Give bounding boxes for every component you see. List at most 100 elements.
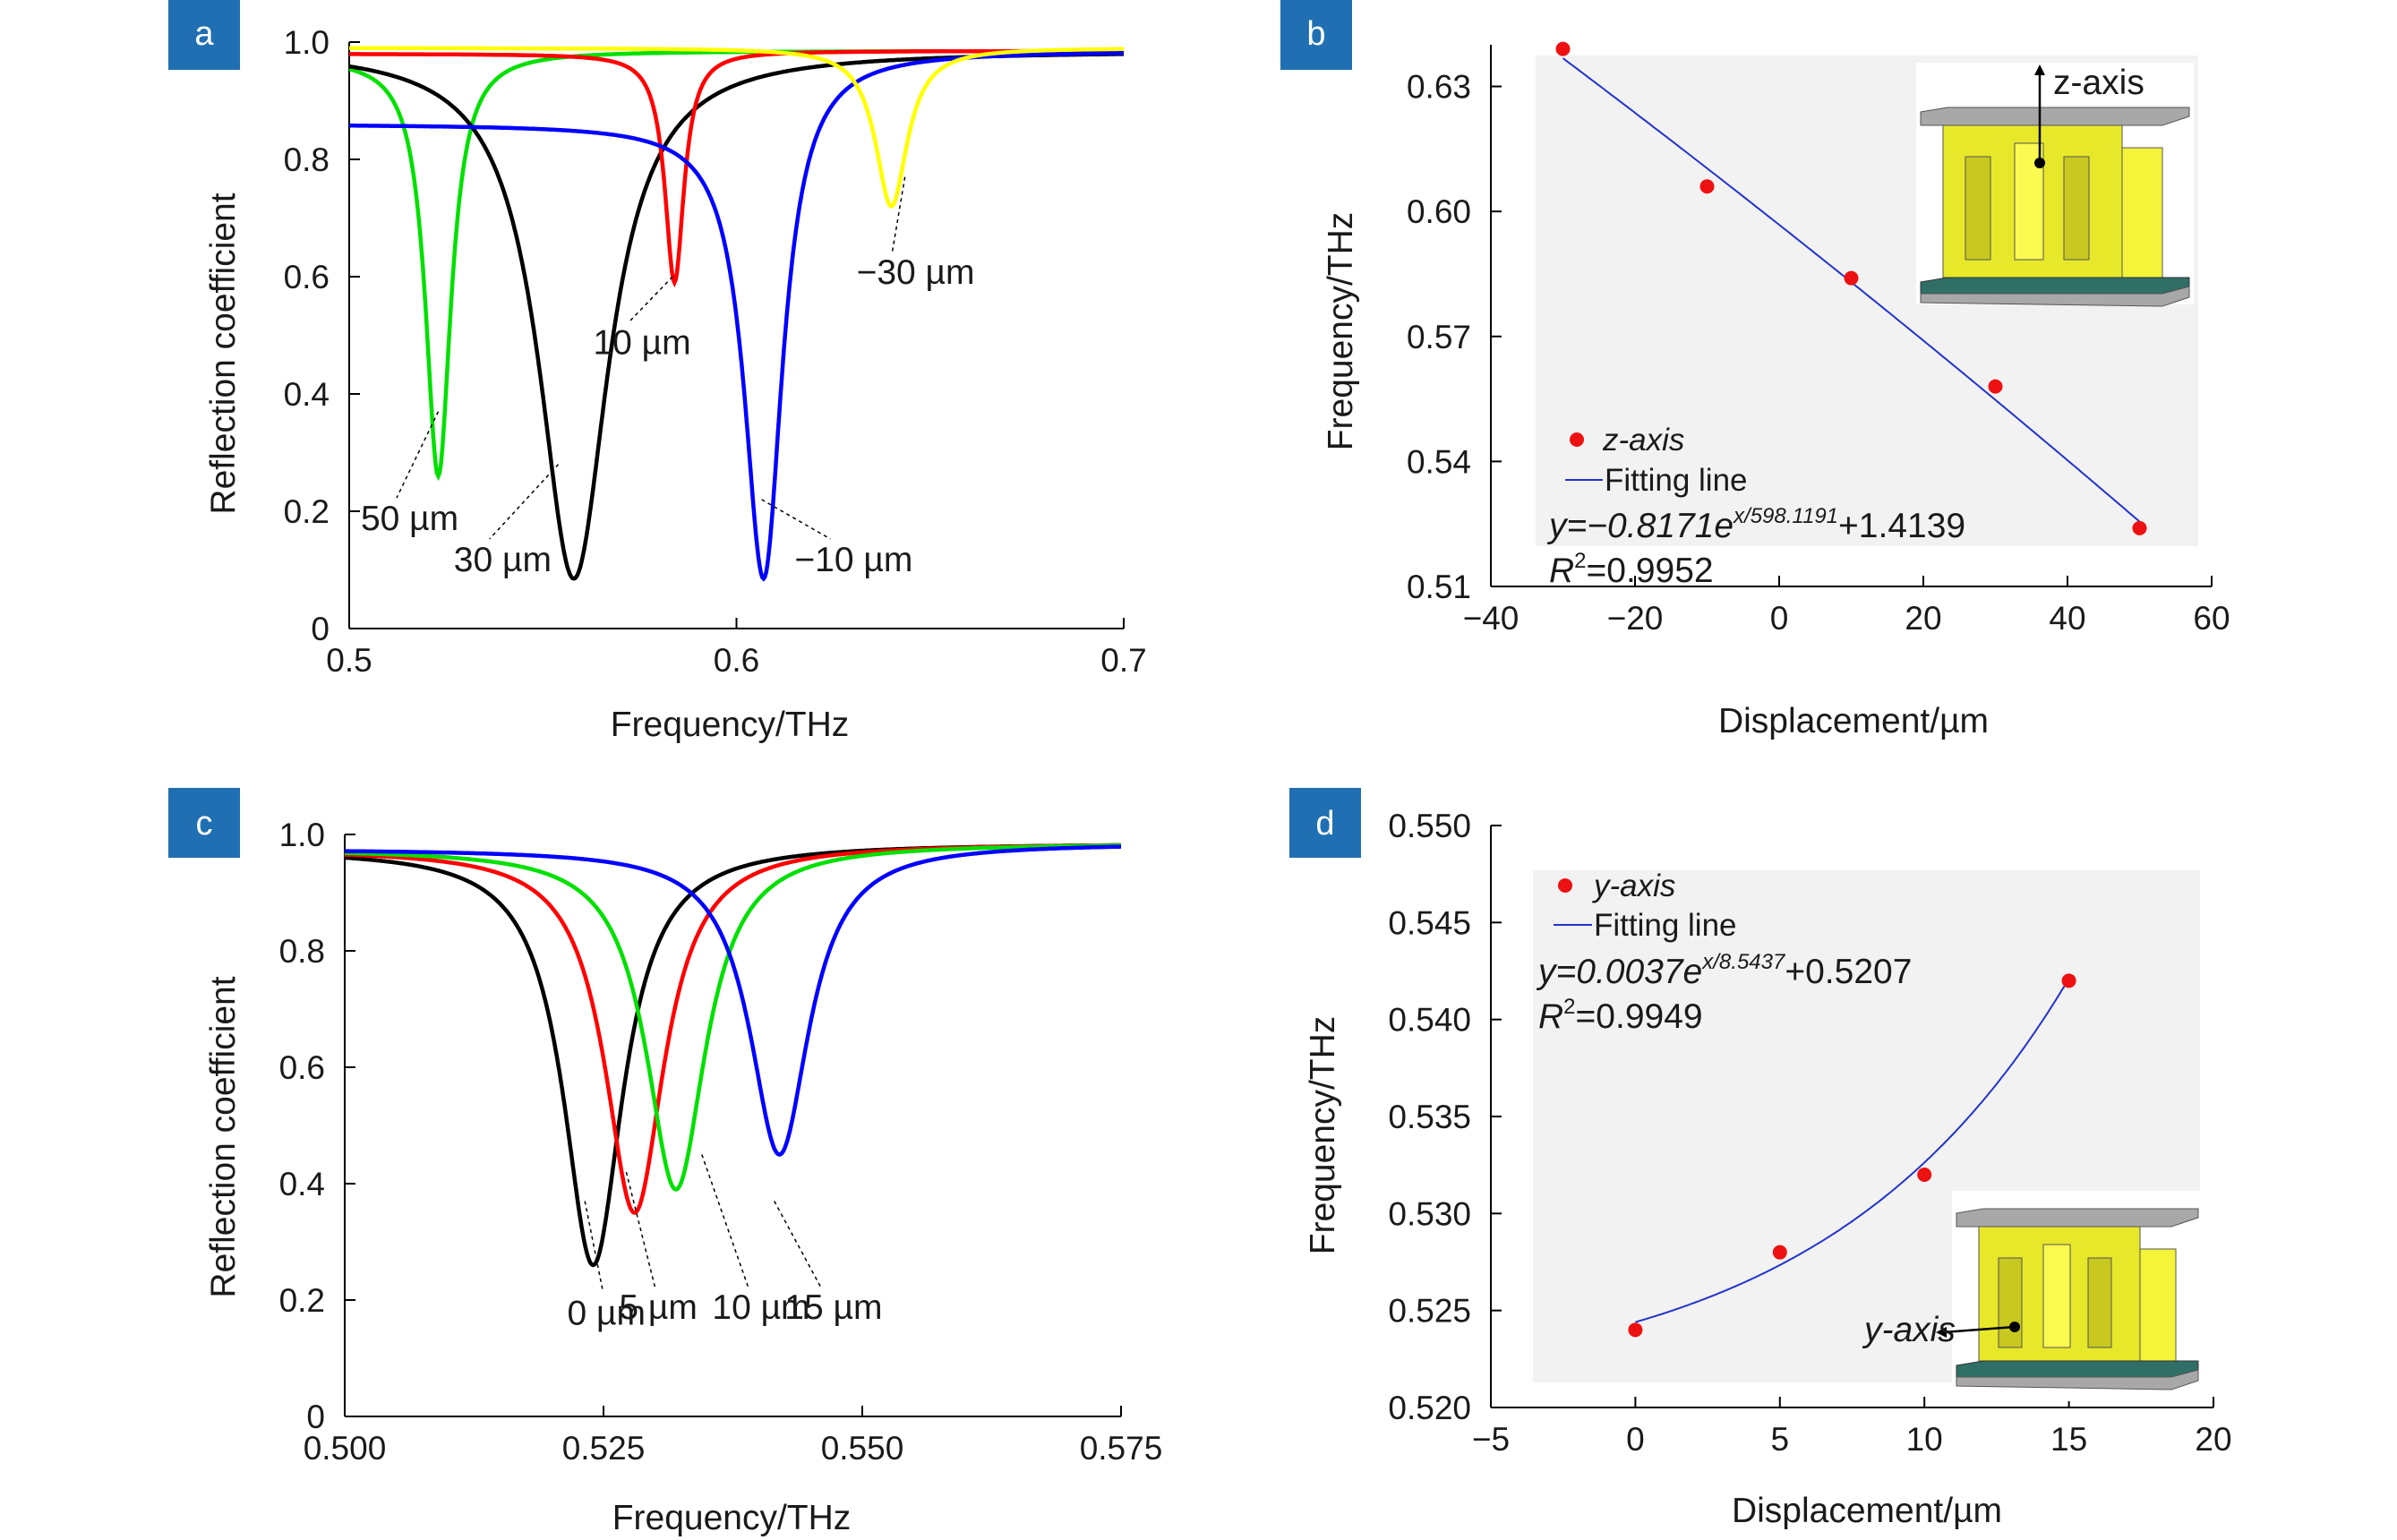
- y-tick-label: 0.4: [279, 1166, 325, 1202]
- y-tick-label: 0.60: [1407, 193, 1471, 230]
- panel-d-xlabel: Displacement/µm: [1732, 1492, 2002, 1530]
- series-line-0: [348, 48, 1124, 482]
- x-tick-label: 15: [2050, 1421, 2087, 1458]
- x-tick-label: 0.6: [714, 642, 759, 679]
- panel-d-legend-line: Fitting line: [1594, 908, 1737, 943]
- panel-b-eq-prefix: y=−0.8171e: [1546, 507, 1734, 545]
- y-tick-label: 0.54: [1407, 443, 1471, 480]
- y-tick-label: 0.2: [284, 493, 330, 530]
- series-line-2: [349, 48, 1124, 288]
- panel-b-equation: y=−0.8171ex/598.1191+1.4139: [1546, 504, 1965, 545]
- y-tick-label: 0.8: [284, 141, 330, 178]
- panel-a-ylabel: Reflection coefficient: [204, 192, 243, 514]
- panel-b-legend-points: z-axis: [1602, 423, 1684, 458]
- panel-c-badge-label: c: [196, 805, 213, 843]
- y-tick-label: 0: [306, 1399, 325, 1435]
- y-tick-label: 0.8: [279, 933, 325, 970]
- series-line-4: [349, 46, 1124, 209]
- x-tick-label: 0: [1770, 600, 1789, 637]
- panel-a-xlabel: Frequency/THz: [611, 706, 850, 744]
- series-line-3: [345, 844, 1121, 1157]
- panel-b-legend-marker: [1570, 432, 1584, 447]
- data-point: [2132, 520, 2147, 535]
- data-point: [2061, 973, 2076, 988]
- x-tick-label: 0.7: [1100, 642, 1146, 679]
- panel-c-xlabel: Frequency/THz: [612, 1499, 852, 1537]
- y-tick-label: 0.6: [279, 1049, 325, 1086]
- annotation-label: 10 µm: [712, 1288, 809, 1327]
- data-point: [1772, 1245, 1787, 1260]
- annotation-leader: [701, 1154, 749, 1288]
- y-tick-label: 0.550: [1388, 808, 1471, 844]
- annotation-leader: [584, 1201, 604, 1293]
- panel-d-legend-points: y-axis: [1592, 868, 1675, 903]
- panel-b-xlabel: Displacement/µm: [1718, 702, 1989, 740]
- panel-d-legend: y-axis Fitting line: [1554, 868, 1737, 943]
- panel-b-eq-suffix: +1.4139: [1838, 507, 1965, 545]
- panel-b-r2-sup: 2: [1574, 549, 1586, 573]
- panel-d: d −5 0 5 10 15 20 0.520 0.525 0.530 0.535 0.540 0.5…: [1289, 788, 2232, 1530]
- panel-d-badge: [1289, 788, 1361, 858]
- annotation-label: 15 µm: [784, 1288, 882, 1327]
- panel-d-eq-suffix: +0.5207: [1785, 953, 1912, 991]
- y-tick-label: 0.4: [284, 376, 330, 413]
- y-tick-label: 0.57: [1407, 319, 1471, 355]
- series-line-2: [344, 843, 1121, 1192]
- annotation-leader: [396, 411, 440, 499]
- series-line-1: [344, 843, 1121, 1215]
- panel-d-eq-exp: x/8.5437: [1701, 950, 1786, 974]
- panel-b-legend: z-axis Fitting line: [1565, 423, 1748, 498]
- panel-b-ylabel: Frequency/THz: [1322, 212, 1360, 451]
- panel-b-eq-exp: x/598.1191: [1733, 504, 1838, 528]
- annotation-leader: [761, 499, 831, 540]
- panel-b-badge: [1280, 0, 1352, 70]
- panel-b-inset-label: z-axis: [2053, 64, 2144, 102]
- x-tick-label: 20: [1905, 600, 1941, 637]
- y-tick-label: 0: [311, 611, 330, 647]
- x-tick-label: 5: [1771, 1421, 1790, 1458]
- panel-d-r2-value: =0.9949: [1576, 997, 1703, 1036]
- panel-d-inset-label: y-axis: [1862, 1311, 1956, 1349]
- x-tick-label: 10: [1906, 1421, 1943, 1458]
- y-tick-label: 1.0: [279, 817, 325, 853]
- panel-c-ylabel: Reflection coefficient: [204, 976, 243, 1297]
- panel-c: c 0.500 0.525 0.550 0.575 0 0.2 0.4 0.6 0.8 1.0 0 …: [168, 788, 1162, 1537]
- panel-a-badge: [168, 0, 240, 70]
- panel-b-r2-label: R: [1549, 552, 1574, 590]
- panel-d-legend-marker: [1558, 878, 1572, 893]
- y-tick-label: 0.535: [1388, 1099, 1471, 1135]
- x-tick-label: −5: [1472, 1421, 1510, 1458]
- panel-b: b −40 −20 0 20 40 60 0.51 0.54 0.57 0.60 0.63 Disp…: [1280, 0, 2230, 740]
- panel-c-badge: [168, 788, 240, 858]
- panel-d-r2-sup: 2: [1563, 995, 1575, 1019]
- series-line-0: [344, 843, 1121, 1268]
- panel-d-badge-label: d: [1315, 805, 1334, 843]
- annotation-leader: [774, 1201, 821, 1288]
- panel-d-r2-label: R: [1538, 997, 1563, 1036]
- x-tick-label: 0.550: [821, 1430, 904, 1467]
- data-point: [1917, 1168, 1932, 1182]
- x-tick-label: 40: [2049, 600, 2085, 637]
- y-tick-label: 0.545: [1388, 904, 1471, 941]
- x-tick-label: 0.575: [1080, 1430, 1163, 1467]
- annotation-leader: [489, 464, 560, 540]
- annotation-label: 5 µm: [619, 1288, 697, 1327]
- annotation-label: 10 µm: [593, 324, 690, 363]
- x-tick-label: −40: [1463, 600, 1520, 637]
- y-tick-label: 0.63: [1407, 69, 1471, 106]
- y-tick-label: 0.2: [279, 1282, 325, 1319]
- panel-b-r2: R2=0.9952: [1549, 549, 1714, 590]
- panel-b-badge-label: b: [1306, 15, 1325, 53]
- y-tick-label: 0.6: [284, 259, 330, 295]
- data-point: [1699, 179, 1715, 194]
- x-tick-label: 60: [2193, 600, 2230, 637]
- data-point: [1988, 379, 2003, 394]
- annotation-leader: [891, 176, 906, 252]
- x-tick-label: 0.500: [304, 1430, 387, 1467]
- panel-a-badge-label: a: [194, 15, 214, 53]
- data-point: [1844, 270, 1859, 286]
- annotation-label: 50 µm: [361, 500, 458, 538]
- x-tick-label: 0.525: [562, 1430, 646, 1467]
